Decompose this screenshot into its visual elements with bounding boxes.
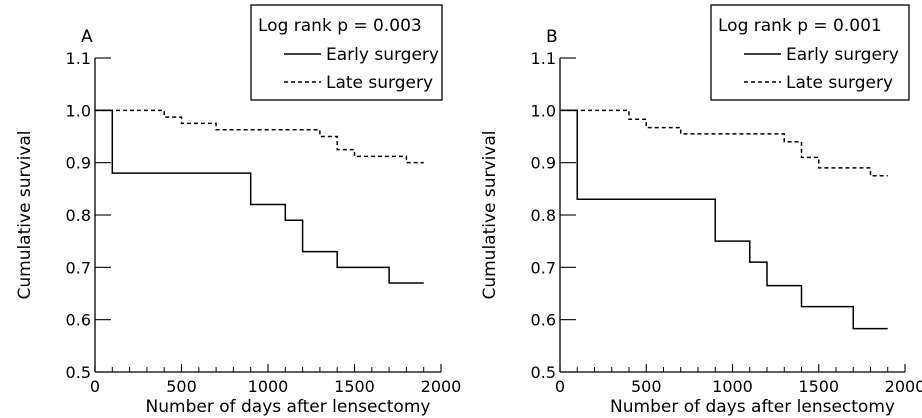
series-line-late-surgery [95,109,424,164]
x-tick-label: 2000 [421,377,462,396]
series-line-early-surgery [95,109,424,284]
y-tick-label: 1.1 [66,49,91,68]
y-tick-label: 1.0 [531,101,556,120]
legend-box [710,4,910,101]
legend-label: Early surgery [326,45,439,65]
legend: Log rank p = 0.001 Early surgery Late surg… [710,4,910,101]
y-axis-title: Cumulative survival [15,130,35,299]
x-tick-label: 0 [555,377,565,396]
y-axis-title: Cumulative survival [480,130,500,299]
y-tick-label: 1.1 [531,49,556,68]
y-tick-label: 0.8 [531,206,556,225]
y-tick-label: 1.0 [66,101,91,120]
y-tick-label: 0.9 [531,154,556,173]
x-tick-label: 2000 [885,377,922,396]
x-tick-label: 500 [166,377,197,396]
y-tick-label: 0.6 [66,311,91,330]
legend-label: Late surgery [326,73,433,93]
x-tick-label: 1000 [248,377,289,396]
y-tick-label: 0.5 [66,363,91,382]
y-tick-label: 0.5 [531,363,556,382]
y-tick-label: 0.6 [531,311,556,330]
x-axis-title: Number of days after lensectomy [610,397,895,417]
series-line-early-surgery [560,109,888,330]
legend-label: Late surgery [786,73,893,93]
x-tick-label: 0 [90,377,100,396]
x-tick-label: 500 [631,377,662,396]
x-tick-label: 1000 [712,377,753,396]
y-tick-label: 0.8 [66,206,91,225]
y-tick-label: 0.7 [531,258,556,277]
x-axis-title: Number of days after lensectomy [146,397,431,417]
legend-annotation: Log rank p = 0.001 [718,16,882,36]
panel-label: B [546,27,558,47]
legend-box [250,4,443,101]
series-line-late-surgery [560,109,888,177]
chart-panel-b: 0.5 0.6 0.7 0.8 0.9 1.0 1.1 0 500 1000 1500 2000Num… [480,4,922,417]
legend-label: Early surgery [786,45,899,65]
legend: Log rank p = 0.003 Early surgery Late surg… [250,4,443,101]
y-tick-label: 0.9 [66,154,91,173]
x-tick-label: 1500 [334,377,375,396]
x-tick-label: 1500 [798,377,839,396]
panel-label: A [81,27,93,47]
chart-panel-a: 0.5 0.6 0.7 0.8 0.9 1.0 1.1 0 500 1000 1500 2000Num… [15,4,462,417]
legend-annotation: Log rank p = 0.003 [258,16,422,36]
y-tick-label: 0.7 [66,258,91,277]
